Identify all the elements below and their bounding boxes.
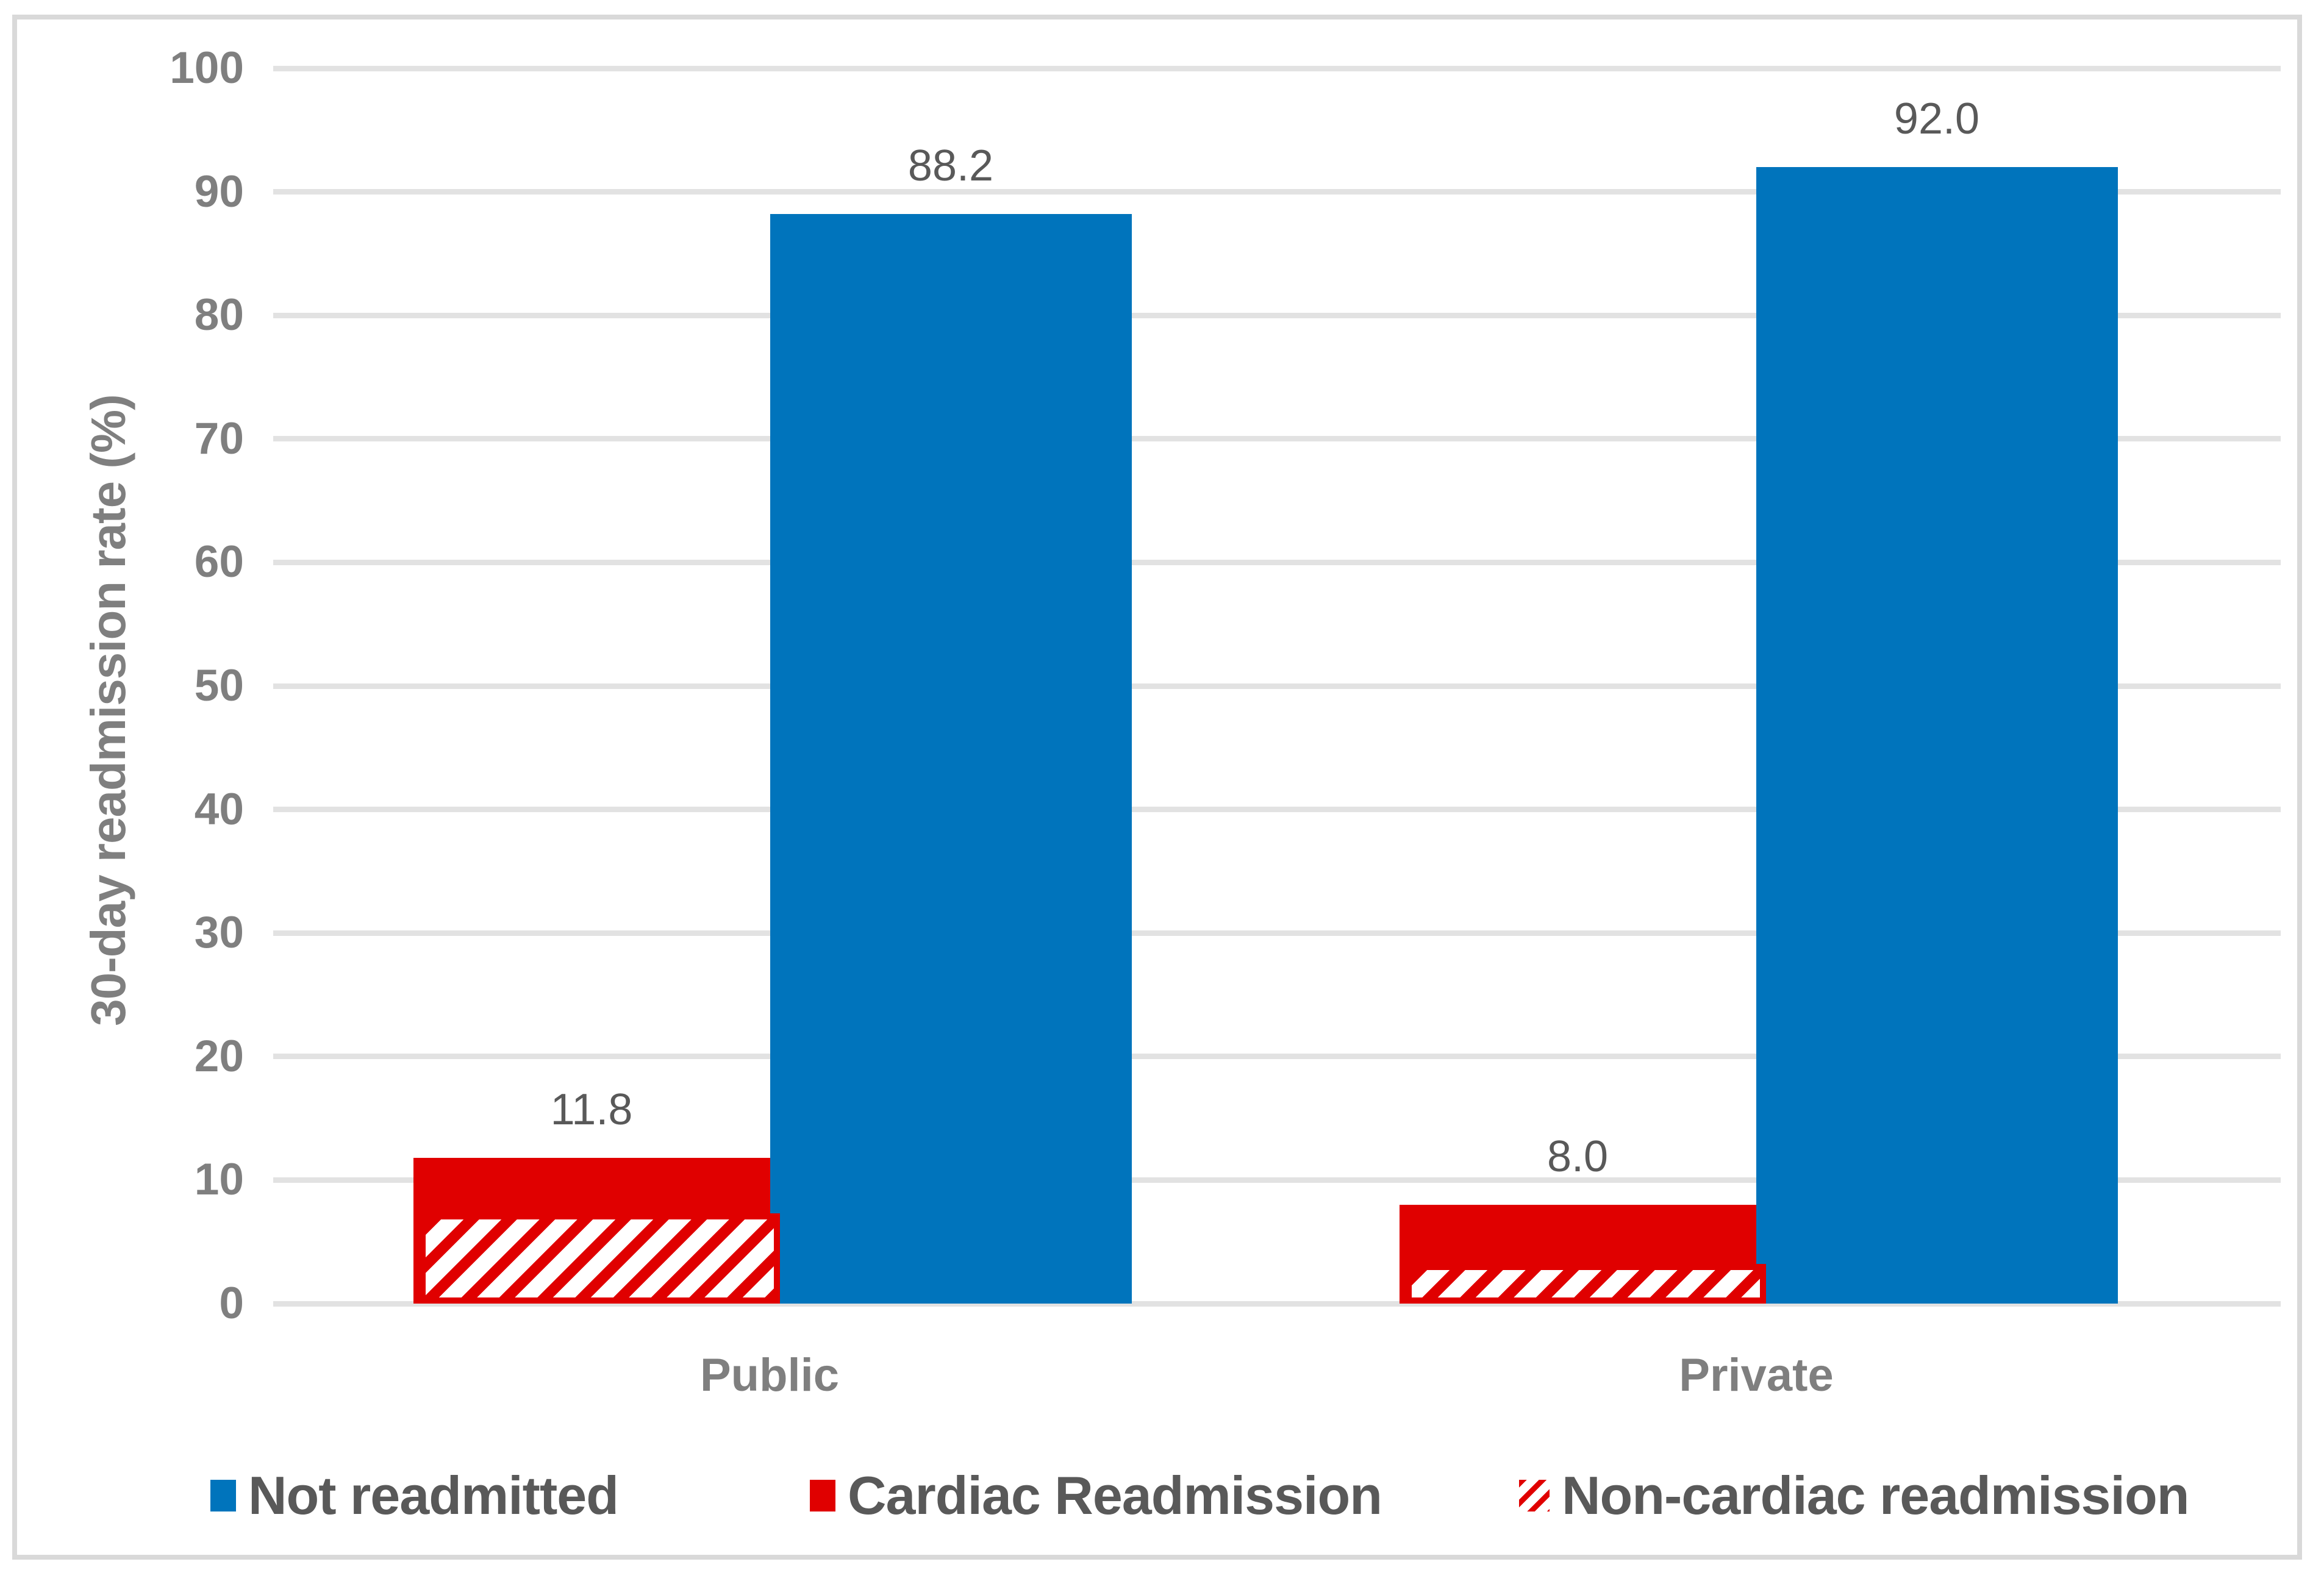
y-tick-label: 20 bbox=[194, 1031, 244, 1081]
gridline bbox=[273, 683, 2281, 689]
gridline bbox=[273, 1054, 2281, 1060]
y-tick-label: 0 bbox=[219, 1279, 244, 1328]
gridline bbox=[273, 65, 2281, 71]
gridline bbox=[273, 807, 2281, 813]
data-label: 11.8 bbox=[550, 1085, 633, 1134]
gridline bbox=[273, 930, 2281, 936]
gridline bbox=[273, 436, 2281, 442]
y-tick-label: 10 bbox=[194, 1155, 244, 1205]
y-tick-label: 90 bbox=[194, 166, 244, 216]
y-tick-label: 50 bbox=[194, 661, 244, 710]
gridline bbox=[273, 1301, 2281, 1307]
y-tick-label: 70 bbox=[194, 413, 244, 463]
gridline bbox=[273, 312, 2281, 318]
legend-marker-red-square bbox=[810, 1480, 835, 1511]
legend-item-not-readmitted: Not readmitted bbox=[210, 1465, 619, 1526]
bar-not-readmitted bbox=[1756, 167, 2118, 1304]
data-label: 8.0 bbox=[1546, 1132, 1609, 1181]
data-label: 92.0 bbox=[1893, 95, 1980, 144]
data-label: 88.2 bbox=[907, 141, 994, 191]
x-category-label-public: Public bbox=[699, 1349, 840, 1401]
y-tick-label: 40 bbox=[194, 784, 244, 834]
y-tick-label: 60 bbox=[194, 537, 244, 587]
x-category-label-private: Private bbox=[1679, 1349, 1834, 1401]
bar-not-readmitted bbox=[770, 214, 1132, 1304]
legend-marker-blue-square bbox=[210, 1480, 236, 1511]
y-tick-label: 30 bbox=[194, 908, 244, 958]
gridline bbox=[273, 559, 2281, 565]
y-axis-title: 30-day readmission rate (%) bbox=[81, 394, 135, 1026]
bar-non-cardiac-readmission bbox=[1405, 1264, 1766, 1304]
legend-label: Non-cardiac readmission bbox=[1562, 1465, 2189, 1526]
y-tick-label: 100 bbox=[170, 43, 244, 93]
gridline bbox=[273, 1177, 2281, 1183]
gridline bbox=[273, 189, 2281, 195]
bar-non-cardiac-readmission bbox=[419, 1213, 780, 1304]
legend-marker-hatched-square bbox=[1519, 1480, 1550, 1511]
legend-item-cardiac-readmission: Cardiac Readmission bbox=[810, 1465, 1382, 1526]
y-tick-label: 80 bbox=[194, 290, 244, 340]
legend-label: Not readmitted bbox=[248, 1465, 619, 1526]
legend-item-non-cardiac-readmission: Non-cardiac readmission bbox=[1519, 1465, 2189, 1526]
legend-label: Cardiac Readmission bbox=[848, 1465, 1382, 1526]
